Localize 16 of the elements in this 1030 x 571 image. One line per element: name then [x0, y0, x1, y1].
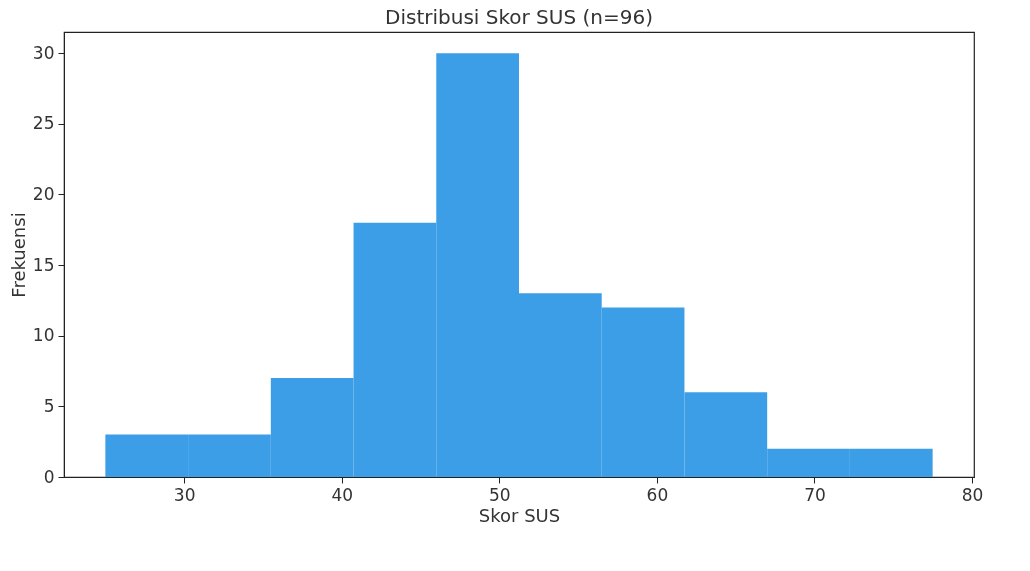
x-tick-label: 40 — [331, 484, 354, 505]
x-tick-label: 70 — [804, 484, 826, 505]
y-tick-label: 25 — [32, 113, 55, 134]
y-axis-title: Frekuensi — [7, 212, 29, 298]
y-tick-label: 20 — [32, 183, 55, 204]
x-tick-label: 30 — [173, 484, 196, 505]
y-tick-label: 30 — [32, 42, 55, 63]
chart-title: Distribusi Skor SUS (n=96) — [385, 5, 653, 29]
x-tick-label: 80 — [961, 484, 984, 505]
y-tick-label: 5 — [43, 395, 55, 416]
x-tick-label: 50 — [488, 484, 511, 505]
y-tick-label: 15 — [32, 254, 55, 275]
x-axis-title: Skor SUS — [478, 504, 561, 526]
y-tick-label: 0 — [43, 466, 55, 487]
x-tick-label: 60 — [646, 484, 669, 505]
y-tick-label: 10 — [32, 325, 55, 346]
